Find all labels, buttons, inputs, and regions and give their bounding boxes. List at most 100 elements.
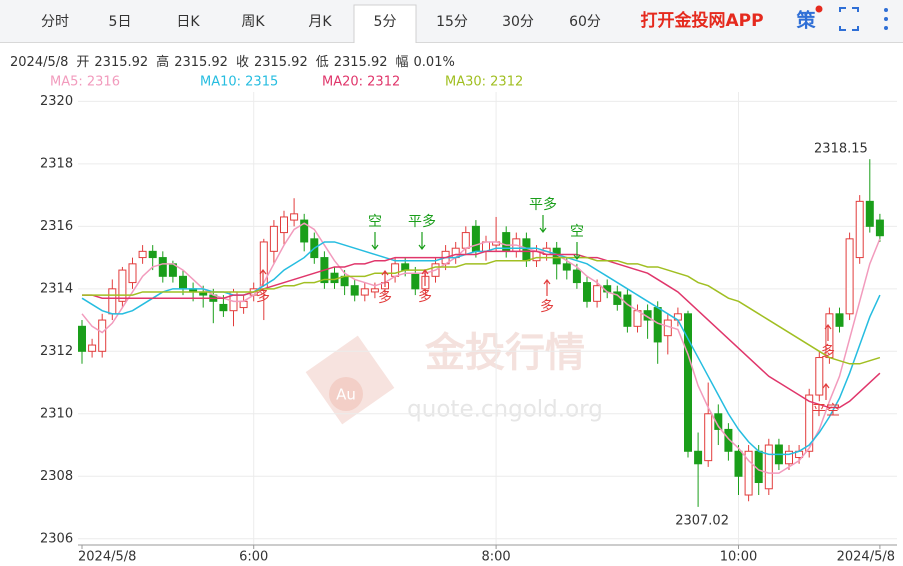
fullscreen-icon[interactable]: [839, 7, 859, 31]
candle-body: [522, 238, 531, 262]
info-date: 2024/5/8: [10, 55, 68, 70]
x-tick-label: 8:00: [481, 550, 510, 565]
candle-body: [865, 200, 874, 227]
signal-label: 多: [540, 298, 554, 315]
strategy-button[interactable]: 策: [796, 9, 816, 32]
signal-label: 多: [821, 343, 835, 360]
candle-body: [764, 444, 773, 490]
signal-label: 多: [418, 288, 432, 305]
tab[interactable]: 日K: [176, 14, 200, 30]
y-tick-label: 2310: [40, 406, 73, 421]
tab-bar: [0, 0, 903, 42]
tab[interactable]: 月K: [308, 14, 332, 30]
candle-body: [179, 275, 187, 290]
info-label: 收: [236, 55, 249, 70]
candle-body: [148, 250, 157, 259]
candle-body: [330, 272, 339, 284]
candle-body: [734, 450, 743, 477]
candle-body: [653, 307, 662, 343]
candle-body: [714, 413, 723, 430]
signal-label: 平多: [408, 213, 436, 230]
signal-arrow: [573, 242, 581, 260]
candle-body: [158, 257, 167, 277]
candle-body: [875, 219, 884, 237]
candle-body: [572, 269, 581, 284]
signal-label: 空: [570, 224, 584, 240]
info-value: 2315.92: [94, 55, 148, 70]
menu-dot: [884, 17, 888, 21]
y-tick-label: 2308: [40, 469, 73, 484]
signal-label: 多: [378, 289, 392, 306]
signal-arrow: [539, 215, 547, 233]
signal-label: 平空: [812, 403, 840, 419]
info-label: 低: [316, 55, 329, 70]
info-value: 2315.92: [334, 55, 388, 70]
candle-body: [562, 263, 571, 271]
signal-label: 空: [368, 214, 382, 230]
strategy-dot: [815, 5, 823, 13]
legend-entry: MA30: 2312: [445, 75, 523, 90]
y-tick-label: 2312: [40, 344, 73, 359]
tab[interactable]: 60分: [569, 14, 601, 30]
info-label: 开: [76, 55, 89, 70]
menu-dot: [884, 26, 888, 30]
x-tick-label: 2024/5/8: [78, 550, 136, 565]
candle-body: [593, 285, 602, 302]
y-tick-label: 2306: [40, 531, 73, 546]
candle-body: [98, 319, 107, 352]
candle-body: [118, 269, 127, 302]
ma-line: [81, 222, 881, 474]
tab[interactable]: 周K: [241, 14, 265, 30]
min-label: 2307.02: [675, 513, 729, 528]
candle-body: [128, 263, 137, 284]
candle-body: [583, 282, 591, 302]
candle-body: [290, 213, 299, 221]
candle-body: [845, 238, 854, 315]
signal-arrow: [543, 279, 551, 296]
tab[interactable]: 15分: [436, 14, 468, 30]
info-label: 幅: [396, 55, 409, 70]
y-tick-label: 2320: [40, 94, 73, 109]
info-value: 2315.92: [254, 55, 308, 70]
candle-body: [744, 450, 753, 496]
signal-arrow: [421, 269, 429, 286]
candle-body: [391, 263, 400, 277]
candle-body: [663, 319, 672, 337]
legend-entry: MA20: 2312: [322, 75, 400, 90]
tab[interactable]: 分时: [41, 14, 69, 30]
candle-body: [219, 303, 228, 312]
info-line: 2024/5/8 开 2315.92 高 2315.92 收 2315.92 低 2315.92…: [10, 54, 455, 70]
y-tick-label: 2316: [40, 219, 73, 234]
candle-body: [471, 225, 480, 252]
x-tick-label: 2024/5/8: [837, 550, 895, 565]
watermark-logo-text: Au: [336, 386, 356, 404]
max-label: 2318.15: [814, 142, 868, 157]
info-label: 高: [156, 54, 169, 70]
app-link[interactable]: 打开金投网APP: [640, 10, 763, 31]
x-tick-label: 10:00: [720, 550, 757, 565]
candle-body: [855, 200, 864, 259]
candle-body: [269, 225, 278, 252]
candle-body: [815, 357, 824, 396]
tab[interactable]: 30分: [502, 14, 534, 30]
candle-body: [461, 232, 470, 249]
legend-entry: MA10: 2315: [200, 75, 278, 90]
candle-body: [370, 288, 379, 293]
tab[interactable]: 5分: [374, 14, 397, 30]
signal-arrow: [381, 270, 389, 287]
candle-body: [704, 413, 713, 462]
signal-label: 多: [256, 288, 270, 305]
candle-body: [108, 288, 117, 315]
candle-body: [88, 344, 97, 352]
y-tick-label: 2314: [40, 281, 73, 296]
tab[interactable]: 5日: [109, 14, 132, 30]
ma-line: [82, 256, 881, 365]
legend-entry: MA5: 2316: [50, 75, 120, 90]
signal-arrow: [824, 324, 832, 341]
candle-body: [623, 294, 632, 327]
candle-body: [350, 285, 359, 296]
candle-body: [401, 263, 410, 271]
candle-body: [239, 300, 248, 309]
candle-body: [280, 216, 288, 234]
